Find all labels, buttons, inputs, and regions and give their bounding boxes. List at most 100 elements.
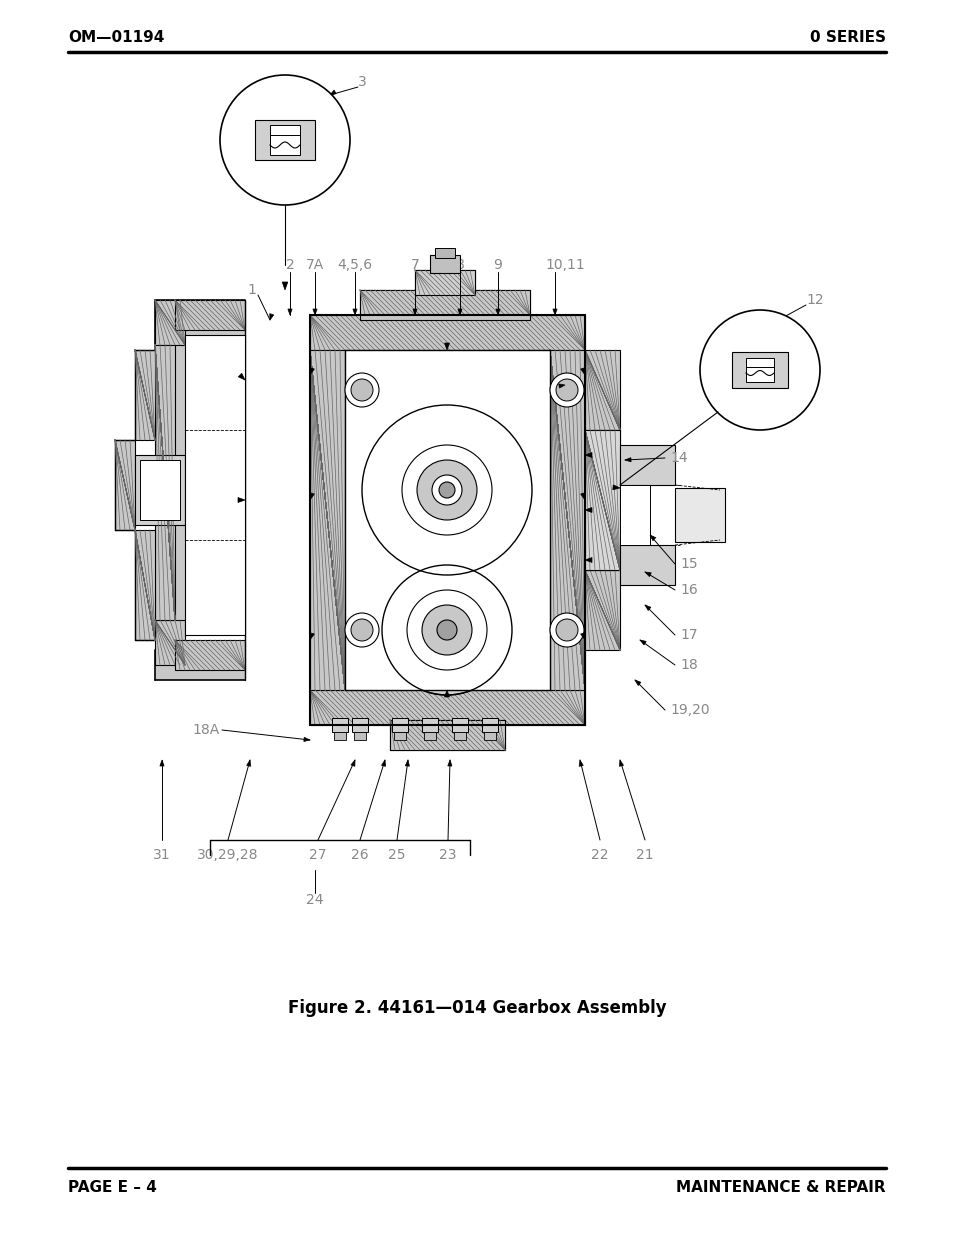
Bar (185, 300, 245, 335)
Bar (415, 270, 475, 295)
Bar (390, 720, 504, 750)
Circle shape (436, 620, 456, 640)
Circle shape (421, 605, 472, 655)
Bar (359, 290, 530, 315)
Text: 0 SERIES: 0 SERIES (809, 31, 885, 46)
Polygon shape (584, 452, 592, 457)
Text: 1: 1 (247, 283, 256, 296)
Circle shape (220, 75, 350, 205)
Bar (483, 732, 496, 740)
Polygon shape (413, 309, 416, 315)
Text: 16: 16 (679, 583, 697, 597)
Bar (619, 485, 649, 545)
Bar (140, 459, 180, 520)
Bar (154, 650, 245, 680)
Bar (390, 720, 504, 750)
Polygon shape (624, 458, 631, 462)
Polygon shape (237, 498, 245, 503)
Polygon shape (310, 493, 314, 500)
Text: 30,29,28: 30,29,28 (197, 848, 258, 862)
Bar (550, 350, 584, 690)
Polygon shape (644, 605, 650, 610)
Polygon shape (584, 508, 592, 513)
Polygon shape (553, 309, 557, 315)
Text: PAGE E – 4: PAGE E – 4 (68, 1181, 156, 1195)
Text: 9: 9 (493, 258, 502, 272)
Bar (135, 530, 154, 640)
Text: 26: 26 (351, 848, 369, 862)
Text: 23: 23 (438, 848, 456, 862)
Circle shape (351, 619, 373, 641)
Text: 4,5,6: 4,5,6 (337, 258, 373, 272)
Bar (135, 350, 154, 440)
Polygon shape (288, 309, 292, 315)
Bar (430, 254, 459, 273)
Polygon shape (649, 535, 655, 541)
Bar (423, 732, 436, 740)
Polygon shape (330, 90, 335, 95)
Polygon shape (444, 690, 449, 697)
Polygon shape (612, 485, 619, 490)
Bar (174, 640, 245, 671)
Text: 12: 12 (805, 293, 822, 308)
Text: 14: 14 (669, 451, 687, 466)
Polygon shape (457, 309, 461, 315)
Circle shape (438, 482, 455, 498)
Circle shape (345, 613, 378, 647)
Bar (359, 290, 530, 320)
Bar (584, 430, 619, 571)
Bar (452, 718, 468, 732)
Text: 25: 25 (388, 848, 405, 862)
Bar (299, 120, 314, 161)
Polygon shape (238, 373, 245, 380)
Bar (310, 350, 345, 690)
Text: 15: 15 (679, 557, 697, 571)
Bar (381, 613, 512, 648)
Polygon shape (310, 632, 314, 640)
Text: 2: 2 (285, 258, 294, 272)
Text: 21: 21 (636, 848, 653, 862)
Text: 17: 17 (679, 629, 697, 642)
Bar (361, 471, 532, 510)
Text: 7A: 7A (306, 258, 324, 272)
Bar (270, 125, 299, 156)
Text: 7: 7 (410, 258, 419, 272)
Bar (584, 571, 619, 650)
Text: 3: 3 (357, 75, 366, 89)
Polygon shape (270, 314, 274, 320)
Bar (745, 358, 773, 382)
Bar (773, 352, 787, 388)
Bar (135, 530, 154, 640)
Circle shape (556, 379, 578, 401)
Bar (154, 300, 185, 680)
Bar (310, 315, 584, 725)
Text: 13: 13 (546, 382, 564, 395)
Bar (332, 718, 348, 732)
Polygon shape (447, 760, 452, 766)
Bar (731, 352, 745, 388)
Circle shape (432, 475, 461, 505)
Circle shape (345, 373, 378, 408)
Polygon shape (618, 760, 623, 767)
Circle shape (550, 373, 583, 408)
Circle shape (351, 379, 373, 401)
Bar (584, 350, 619, 430)
Polygon shape (635, 680, 640, 685)
Bar (154, 300, 245, 335)
Polygon shape (578, 760, 582, 766)
Bar (310, 690, 584, 725)
Bar (731, 352, 787, 388)
Polygon shape (639, 640, 645, 645)
Text: 8: 8 (456, 258, 464, 272)
Bar (584, 430, 619, 571)
Circle shape (401, 445, 492, 535)
Bar (352, 718, 368, 732)
Bar (392, 718, 408, 732)
Text: 19,20: 19,20 (669, 703, 709, 718)
Text: 27: 27 (309, 848, 327, 862)
Bar (310, 315, 584, 350)
Bar (135, 454, 185, 525)
Bar (115, 440, 135, 530)
Bar (619, 545, 675, 585)
Circle shape (700, 310, 820, 430)
